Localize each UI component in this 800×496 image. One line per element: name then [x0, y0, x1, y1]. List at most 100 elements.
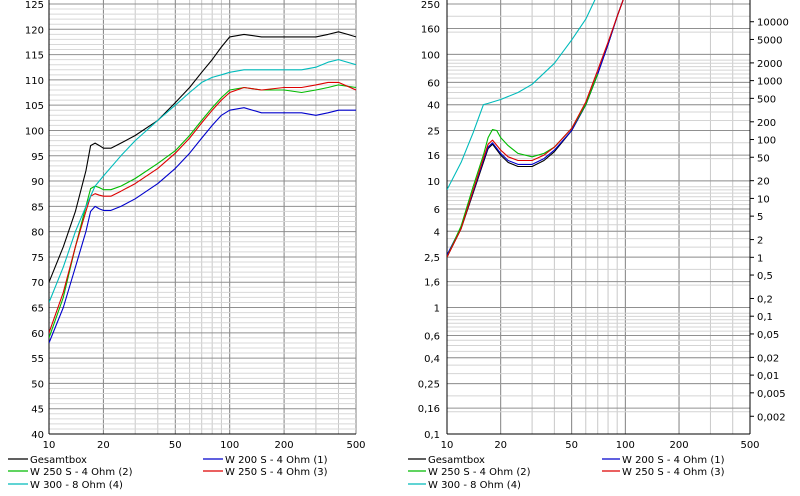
- y2-tick-labels: 10000 5000 2000 1000 500 200 100 50 20 10 5 2 1 0,5 0,…: [750, 18, 789, 423]
- y-tick-label: 4: [434, 227, 440, 238]
- y2-tick-label: 0,002: [757, 412, 786, 423]
- y-tick-label: 95: [31, 152, 44, 163]
- y-tick-label: 1,6: [424, 278, 440, 289]
- legend-label: W 250 S - 4 Ohm (3): [622, 467, 725, 478]
- y-tick-label: 10: [427, 177, 440, 188]
- legend-label: W 250 S - 4 Ohm (2): [30, 467, 133, 478]
- y2-tick-label: 1000: [757, 77, 782, 88]
- impedance-chart: 10 20 50 100 200 500 2 50 160 100 60 40 25 16 10 6 4 2,5 1…: [408, 0, 789, 491]
- y2-tick-label: 0,05: [757, 330, 779, 341]
- x-tick-label: 10: [43, 440, 56, 451]
- x-tick-label: 10: [441, 440, 454, 451]
- series-line-w-250-s-4-ohm-3: [49, 81, 356, 333]
- x-tick-labels: 10 20 50 100 200 500: [43, 440, 366, 451]
- series-line-w-200-s-4-ohm-1: [49, 107, 356, 344]
- y-tick-label: 16: [427, 151, 440, 162]
- y-tick-labels: 250 160 100 60 40 25 16 10 6 4 2,5 1,6 1 0,6 0,4 0,25 0,…: [418, 0, 440, 441]
- legend-label: W 250 S - 4 Ohm (3): [225, 467, 328, 478]
- y-tick-label: 2,5: [424, 253, 440, 264]
- series-line-w-300-8-ohm-4: [447, 0, 596, 191]
- y2-tick-label: 50: [757, 153, 770, 164]
- y-tick-label: 75: [31, 253, 44, 264]
- y-tick-label: 0,16: [418, 404, 440, 415]
- y2-tick-label: 500: [757, 94, 776, 105]
- x-tick-labels: 10 20 50 100 200 500: [441, 440, 760, 451]
- y2-tick-label: 2: [757, 236, 763, 247]
- y-tick-label: 50: [31, 379, 44, 390]
- y-tick-label: 125: [25, 0, 44, 11]
- y-tick-label: 160: [421, 25, 440, 36]
- y2-tick-label: 1: [757, 253, 763, 264]
- y-tick-label: 6: [434, 205, 440, 216]
- y-tick-label: 85: [31, 202, 44, 213]
- y-tick-label: 115: [25, 51, 44, 62]
- y-tick-label: 105: [25, 101, 44, 112]
- legend-label: Gesamtbox: [30, 455, 87, 466]
- legend-label: W 250 S - 4 Ohm (2): [428, 467, 531, 478]
- x-tick-label: 200: [275, 440, 294, 451]
- series-line-w-300-8-ohm-4: [49, 59, 356, 303]
- y2-tick-label: 0,02: [757, 353, 779, 364]
- y2-tick-label: 0,1: [757, 312, 773, 323]
- y-tick-label: 100: [421, 50, 440, 61]
- y2-tick-label: 0,5: [757, 271, 773, 282]
- y-tick-label: 0,4: [424, 354, 440, 365]
- legend: Gesamtbox W 200 S - 4 Ohm (1)W 250 S - 4 …: [408, 455, 725, 491]
- legend-label: W 200 S - 4 Ohm (1): [225, 455, 328, 466]
- y2-tick-label: 20: [757, 177, 770, 188]
- y2-tick-label: 0,005: [757, 389, 786, 400]
- x-tick-label: 50: [169, 440, 182, 451]
- spl-chart: 10 20 50 100 200 500 40 45 50 55 60 65 70 75 80 85 90 95 1…: [8, 0, 366, 491]
- y2-tick-label: 200: [757, 118, 776, 129]
- y-tick-label: 0,25: [418, 380, 440, 391]
- y-tick-label: 40: [427, 101, 440, 112]
- y-tick-label: 60: [31, 329, 44, 340]
- y-tick-label: 120: [25, 25, 44, 36]
- y-tick-label: 100: [25, 126, 44, 137]
- series-line-w-200-s-4-ohm-1: [447, 0, 624, 256]
- x-tick-label: 20: [494, 440, 507, 451]
- x-tick-label: 100: [220, 440, 239, 451]
- y-tick-label: 1: [434, 303, 440, 314]
- x-grid: [446, 0, 751, 434]
- y-tick-label: 55: [31, 354, 44, 365]
- x-tick-label: 500: [740, 440, 759, 451]
- series-group: [447, 0, 624, 258]
- x-tick-label: 50: [565, 440, 578, 451]
- y-grid: [447, 3, 750, 435]
- y-tick-label: 40: [31, 430, 44, 441]
- y-tick-label: 0,6: [424, 332, 440, 343]
- y-tick-label: 90: [31, 177, 44, 188]
- y-tick-label: 60: [427, 78, 440, 89]
- y-tick-labels: 40 45 50 55 60 65 70 75 80 85 90 95 100 105 110 115 120 1…: [25, 0, 44, 441]
- y2-tick-label: 100: [757, 136, 776, 147]
- series-group: [49, 31, 356, 344]
- y2-tick-label: 10000: [757, 18, 789, 29]
- series-line-w-250-s-4-ohm-2: [49, 84, 356, 339]
- y-tick-label: 0,1: [424, 430, 440, 441]
- y-tick-label: 65: [31, 304, 44, 315]
- x-tick-label: 20: [97, 440, 110, 451]
- y-tick-label: 110: [25, 76, 44, 87]
- legend-label: Gesamtbox: [428, 455, 485, 466]
- y2-tick-label: 0,01: [757, 371, 779, 382]
- y-tick-label: 80: [31, 228, 44, 239]
- legend-label: W 300 - 8 Ohm (4): [428, 480, 521, 491]
- y2-tick-label: 5: [757, 212, 763, 223]
- y-tick-label: 70: [31, 278, 44, 289]
- x-tick-label: 100: [616, 440, 635, 451]
- y2-tick-label: 10: [757, 194, 770, 205]
- legend-label: W 200 S - 4 Ohm (1): [622, 455, 725, 466]
- series-line-w-250-s-4-ohm-3: [447, 0, 624, 258]
- y-grid: [49, 3, 356, 435]
- x-tick-label: 500: [346, 440, 365, 451]
- y2-tick-label: 0,2: [757, 294, 773, 305]
- y-tick-label: 45: [31, 405, 44, 416]
- x-tick-label: 200: [669, 440, 688, 451]
- y-tick-label: 25: [427, 127, 440, 138]
- y2-tick-label: 2000: [757, 59, 782, 70]
- legend-label: W 300 - 8 Ohm (4): [30, 480, 123, 491]
- series-line-w-250-s-4-ohm-2: [447, 73, 599, 258]
- legend: Gesamtbox W 200 S - 4 Ohm (1)W 250 S - 4 …: [8, 455, 328, 491]
